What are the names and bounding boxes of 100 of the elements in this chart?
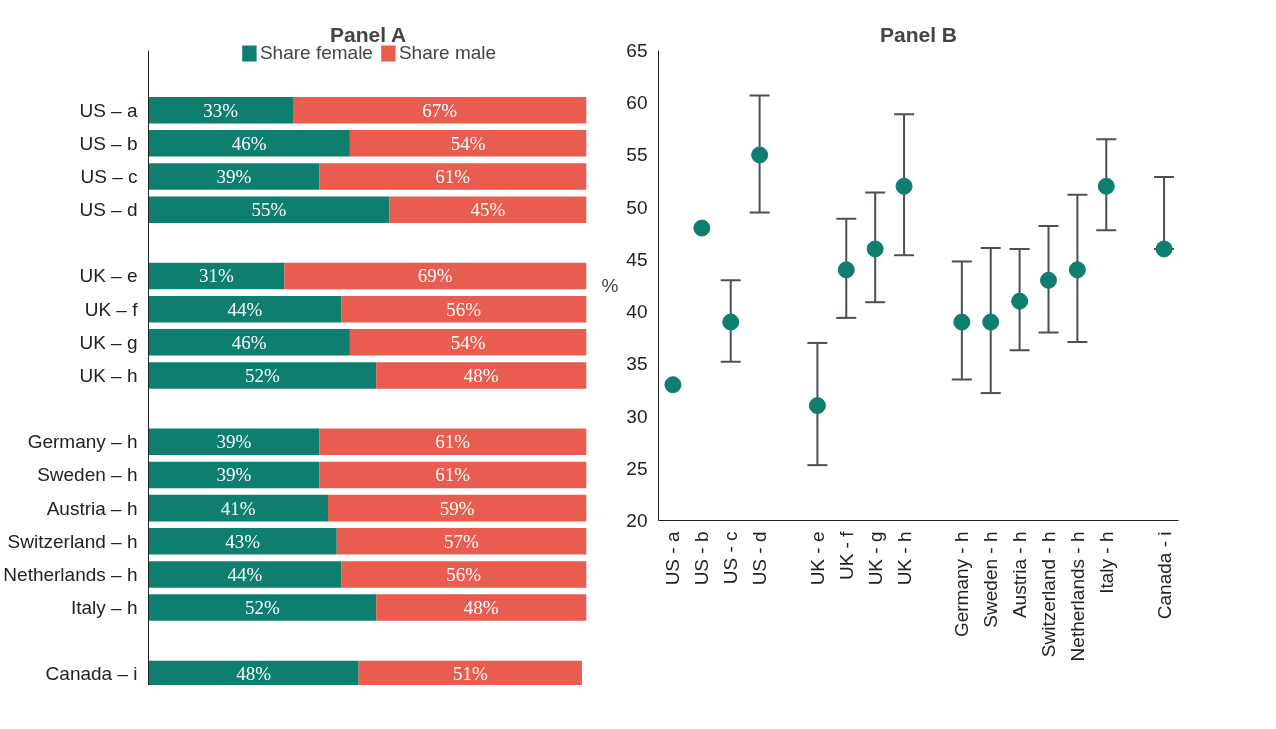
x-tick-label: UK - f — [835, 530, 857, 581]
point — [1068, 261, 1086, 279]
data-label: 52% — [244, 364, 280, 386]
bar — [148, 196, 390, 223]
data-label: 48% — [463, 597, 499, 619]
data-label: 44% — [227, 298, 263, 320]
bar — [319, 461, 587, 489]
data-label: 52% — [244, 597, 280, 619]
y-tick-label: 45 — [626, 248, 648, 270]
data-label: 39% — [216, 464, 252, 486]
data-label: 61% — [435, 464, 471, 486]
bar — [328, 494, 587, 522]
y-tick-label: UK – e — [79, 265, 138, 287]
bar — [376, 594, 587, 621]
bar — [319, 163, 587, 190]
bar — [148, 262, 285, 290]
data-label: 51% — [452, 663, 488, 685]
data-label: 46% — [231, 132, 267, 154]
bar — [148, 594, 377, 621]
bar — [148, 130, 350, 157]
bar — [389, 196, 587, 223]
y-tick-label: US – c — [80, 166, 138, 188]
y-tick-label: Sweden – h — [37, 464, 138, 486]
chart-title: Panel B — [879, 22, 958, 46]
data-label: 67% — [422, 99, 458, 121]
x-tick-label: US - b — [691, 531, 713, 586]
point — [837, 261, 855, 279]
y-tick-label: US – d — [79, 199, 138, 221]
data-label: 56% — [446, 563, 482, 585]
x-tick-label: Canada - i — [1153, 531, 1175, 620]
bar — [148, 96, 293, 124]
y-tick-label: 20 — [626, 510, 648, 531]
y-tick-label: 30 — [626, 405, 648, 427]
data-label: 54% — [450, 331, 486, 353]
data-label: 48% — [463, 364, 499, 386]
data-label: 31% — [198, 265, 234, 287]
bar — [341, 295, 587, 323]
data-label: 45% — [470, 199, 506, 221]
bar — [148, 163, 320, 190]
data-label: 54% — [450, 132, 486, 154]
y-tick-label: Germany – h — [27, 431, 138, 453]
bar — [148, 362, 377, 389]
x-tick-label: US - a — [662, 531, 684, 586]
x-tick-label: US - c — [720, 531, 742, 585]
point — [895, 177, 913, 195]
bar — [376, 362, 587, 389]
y-tick-label: UK – f — [84, 298, 139, 320]
y-tick-label: Italy – h — [70, 597, 138, 619]
data-label: 69% — [417, 265, 453, 287]
point — [751, 146, 769, 164]
bar — [358, 660, 582, 685]
bar — [336, 528, 587, 555]
x-tick-label: Austria - h — [1009, 531, 1031, 619]
y-tick-label: US – b — [79, 132, 138, 154]
data-label: 61% — [435, 431, 471, 453]
point — [722, 313, 740, 331]
data-label: 44% — [227, 563, 263, 585]
point — [808, 397, 826, 415]
data-label: 61% — [435, 166, 471, 188]
data-label: 48% — [236, 663, 272, 685]
y-tick-label: 40 — [626, 301, 648, 323]
y-tick-label: 60 — [626, 92, 648, 114]
bar — [148, 295, 342, 323]
bar — [148, 494, 328, 522]
y-tick-label: UK – g — [79, 331, 138, 353]
y-tick-label: Switzerland – h — [7, 530, 138, 552]
x-tick-label: Italy - h — [1095, 531, 1117, 594]
y-tick-label: 65 — [626, 40, 648, 61]
point — [664, 376, 682, 394]
point — [693, 219, 711, 237]
data-label: 33% — [203, 99, 239, 121]
bar — [148, 528, 337, 555]
y-tick-label: UK – h — [79, 364, 138, 386]
y-tick-label: Austria – h — [46, 497, 138, 519]
data-label: 59% — [439, 497, 475, 519]
point — [1155, 240, 1173, 258]
x-tick-label: Switzerland - h — [1038, 531, 1059, 658]
bar — [148, 461, 320, 489]
bar — [148, 428, 320, 456]
y-tick-label: 55 — [626, 144, 648, 166]
point — [953, 313, 971, 331]
x-tick-label: UK - g — [864, 531, 886, 586]
bar — [341, 561, 587, 588]
data-label: 56% — [446, 298, 482, 320]
point — [866, 240, 884, 258]
x-tick-label: US - d — [749, 531, 771, 586]
bar — [292, 96, 587, 124]
x-tick-label: Germany - h — [951, 531, 973, 638]
bar — [148, 660, 359, 685]
y-tick-label: 25 — [626, 457, 648, 479]
bar — [284, 262, 587, 290]
y-tick-label: US – a — [79, 99, 138, 121]
y-axis-title: % — [601, 275, 619, 296]
point — [1040, 271, 1057, 289]
point — [1011, 292, 1029, 310]
x-tick-label: Sweden - h — [980, 531, 1002, 628]
point — [1097, 177, 1115, 195]
y-tick-label: 35 — [626, 353, 648, 375]
y-tick-label: Canada – i — [45, 663, 138, 685]
y-tick-label: 50 — [626, 196, 648, 218]
